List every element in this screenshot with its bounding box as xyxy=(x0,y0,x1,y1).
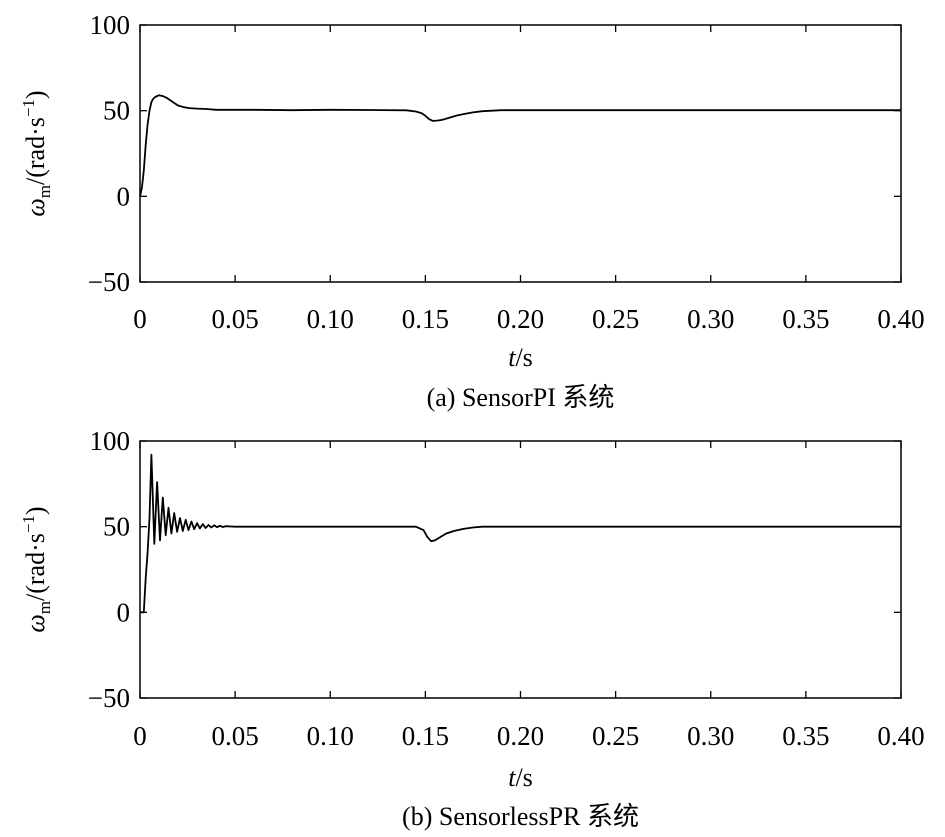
panel-b-xlabel-rest: /s xyxy=(515,763,532,792)
panel-a-x-tick-label: 0.25 xyxy=(592,304,639,334)
panel-a-ylabel-sup: −1 xyxy=(19,99,38,117)
panel-a-y-tick-label: 100 xyxy=(90,10,131,40)
panel-b-series-line xyxy=(140,453,901,614)
panel-a-x-tick-label: 0.15 xyxy=(402,304,449,334)
panel-b-y-tick-label: 100 xyxy=(90,426,131,456)
panel-b-y-tick-label: 0 xyxy=(117,597,131,627)
panel-b-x-tick-label: 0.25 xyxy=(592,721,639,751)
panel-a-ylabel-symbol: ω xyxy=(21,198,50,216)
panel-a-ylabel-unit: /(rad·s xyxy=(21,117,50,185)
panel-b-x-tick-label: 0.35 xyxy=(782,721,829,751)
panel-b-caption: (b) SensorlessPR 系统 xyxy=(402,802,639,831)
panel-a-plot-frame xyxy=(139,24,902,283)
panel-b-plot-frame xyxy=(139,440,902,699)
panel-a-series-line xyxy=(139,94,901,197)
panel-b-xlabel-italic: t xyxy=(508,763,516,792)
panel-a-caption: (a) SensorPI 系统 xyxy=(427,383,615,412)
panel-b-x-tick-label: 0.05 xyxy=(212,721,259,751)
panel-b-x-tick-label: 0.15 xyxy=(402,721,449,751)
panel-b-x-tick-label: 0.10 xyxy=(307,721,354,751)
panel-a-y-tick-label: 50 xyxy=(103,96,130,126)
panel-a-xlabel-rest: /s xyxy=(515,343,532,372)
panel-b-y-tick-label: 50 xyxy=(103,512,130,542)
panel-a-xlabel-italic: t xyxy=(508,343,516,372)
panel-a-x-tick-label: 0.10 xyxy=(307,304,354,334)
panel-a-x-tick-label: 0.05 xyxy=(212,304,259,334)
panel-b-ylabel-subscript: m xyxy=(35,601,54,614)
panel-b-ylabel-sup: −1 xyxy=(19,515,38,533)
panel-b-y-axis-label: ωm/(rad·s−1) xyxy=(19,506,54,632)
panel-a-x-tick-label: 0 xyxy=(133,304,147,334)
panel-b-ylabel-unit: /(rad·s xyxy=(21,533,50,601)
panel-a: 0 0.05 0.10 0.15 0.20 0.25 0.30 0.35 0.40−500501… xyxy=(19,10,925,412)
panel-a-ylabel-subscript: m xyxy=(35,185,54,198)
panel-b-x-tick-label: 0.40 xyxy=(877,721,924,751)
panel-a-x-tick-label: 0.40 xyxy=(877,304,924,334)
panel-b-y-tick-label: −50 xyxy=(88,683,130,713)
panel-b-x-tick-label: 0.30 xyxy=(687,721,734,751)
panel-a-y-tick-label: 0 xyxy=(117,181,131,211)
panel-a-y-axis-label: ωm/(rad·s−1) xyxy=(19,90,54,216)
panel-b-x-tick-label: 0.20 xyxy=(497,721,544,751)
panel-a-x-axis-label: t/s xyxy=(508,343,533,372)
panel-b-ylabel-symbol: ω xyxy=(21,614,50,632)
panel-b: 0 0.05 0.10 0.15 0.20 0.25 0.30 0.35 0.40−500501… xyxy=(19,426,925,831)
panel-b-x-axis-label: t/s xyxy=(508,763,533,792)
panel-a-x-tick-label: 0.30 xyxy=(687,304,734,334)
panel-a-x-tick-label: 0.20 xyxy=(497,304,544,334)
panel-b-x-tick-label: 0 xyxy=(133,721,147,751)
panel-b-ylabel-close: ) xyxy=(21,506,50,515)
panel-a-y-tick-label: −50 xyxy=(88,267,130,297)
panel-a-x-tick-label: 0.35 xyxy=(782,304,829,334)
panel-a-ylabel-close: ) xyxy=(21,90,50,99)
